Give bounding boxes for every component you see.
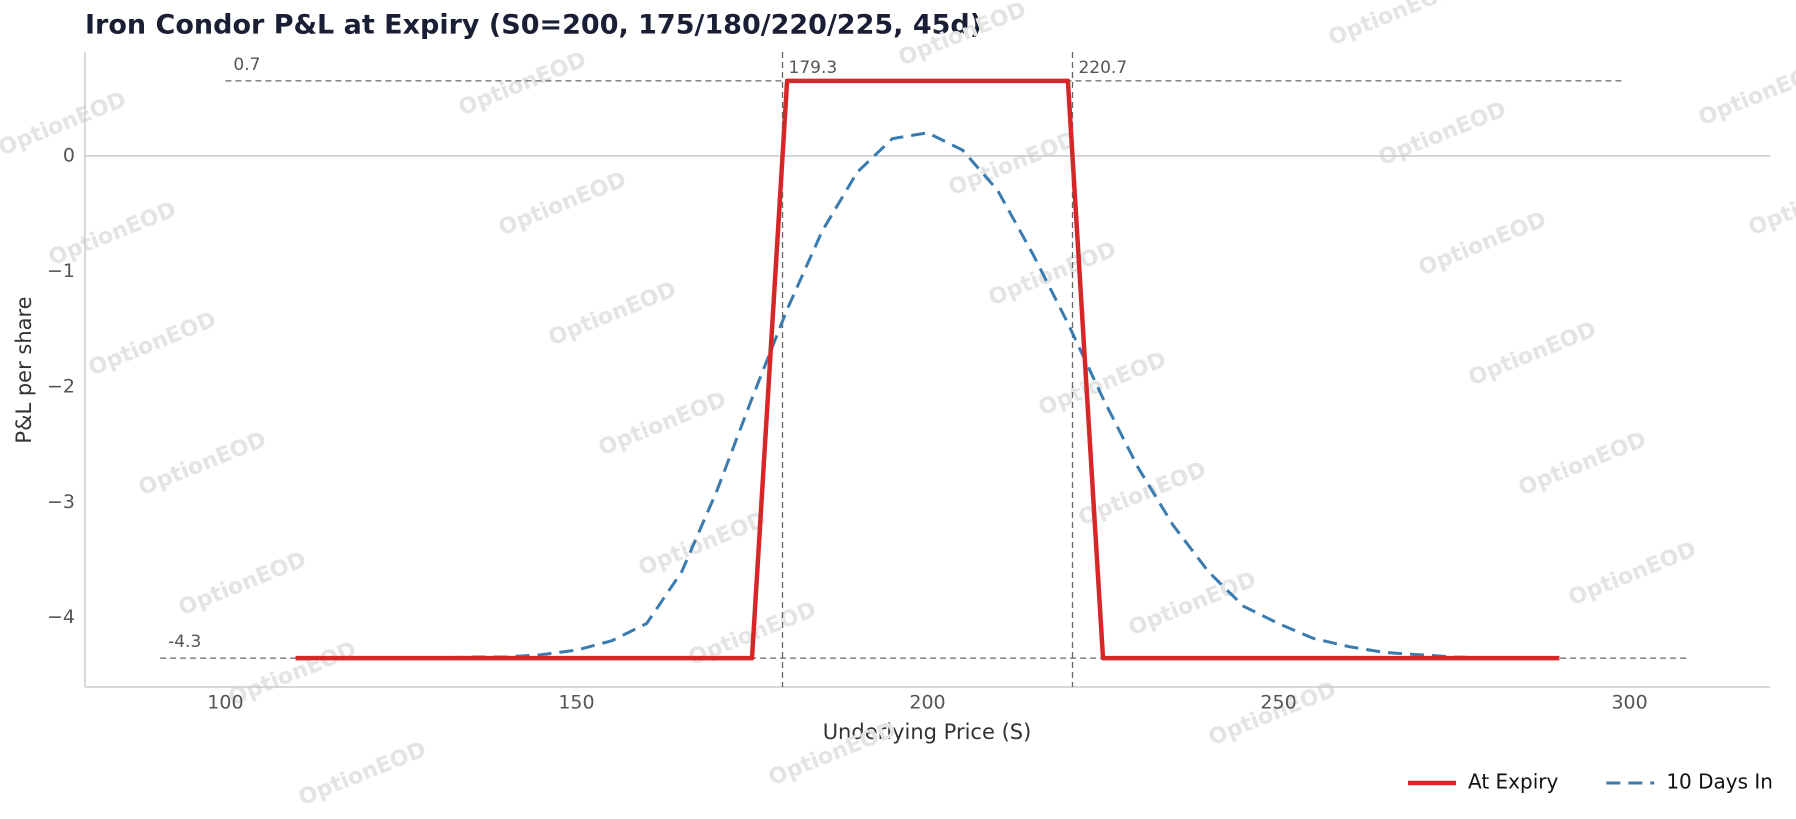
watermark: OptionEOD — [595, 387, 730, 461]
watermark: OptionEOD — [1205, 677, 1340, 751]
y-tick-label: −2 — [47, 375, 75, 397]
watermark: OptionEOD — [1035, 347, 1170, 421]
legend-label: 10 Days In — [1666, 770, 1773, 794]
x-tick-label: 250 — [1260, 692, 1296, 714]
watermark: OptionEOD — [635, 507, 770, 581]
y-tick-label: −3 — [47, 491, 75, 513]
series-line — [295, 78, 1560, 661]
watermark: OptionEOD — [1465, 317, 1600, 391]
y-tick-label: 0 — [63, 144, 75, 166]
y-tick-label: −4 — [47, 606, 75, 628]
watermark: OptionEOD — [1515, 427, 1650, 501]
x-tick-label: 150 — [558, 692, 594, 714]
x-tick-label: 300 — [1611, 692, 1647, 714]
watermark: OptionEOD — [225, 637, 360, 711]
watermark: OptionEOD — [545, 277, 680, 351]
watermark: OptionEOD — [135, 427, 270, 501]
watermark: OptionEOD — [175, 547, 310, 621]
watermark: OptionEOD — [945, 127, 1080, 201]
watermark: OptionEOD — [495, 167, 630, 241]
x-axis-label: Underlying Price (S) — [823, 720, 1032, 744]
y-axis-label: P&L per share — [12, 296, 36, 443]
watermark: OptionEOD — [295, 737, 430, 811]
watermark: OptionEOD — [1565, 537, 1700, 611]
watermark: OptionEOD — [1125, 567, 1260, 641]
reference-label: 0.7 — [233, 55, 260, 75]
reference-label: 220.7 — [1078, 58, 1127, 78]
watermark: OptionEOD — [985, 237, 1120, 311]
watermark: OptionEOD — [85, 307, 220, 381]
legend-label: At Expiry — [1468, 770, 1558, 794]
x-tick-label: 200 — [909, 692, 945, 714]
reference-label: 179.3 — [789, 58, 838, 78]
y-tick-label: −1 — [47, 260, 75, 282]
watermark: OptionEOD — [1375, 97, 1510, 171]
watermark: OptionEOD — [455, 47, 590, 121]
chart-title: Iron Condor P&L at Expiry (S0=200, 175/1… — [85, 10, 982, 41]
reference-label: -4.3 — [168, 632, 201, 652]
watermark: OptionEOD — [1415, 207, 1550, 281]
x-tick-label: 100 — [207, 692, 243, 714]
watermark: OptionEOD — [1695, 57, 1796, 131]
watermark: OptionEOD — [1745, 167, 1796, 241]
series-line — [295, 131, 1560, 660]
watermark: OptionEOD — [1325, 0, 1460, 51]
